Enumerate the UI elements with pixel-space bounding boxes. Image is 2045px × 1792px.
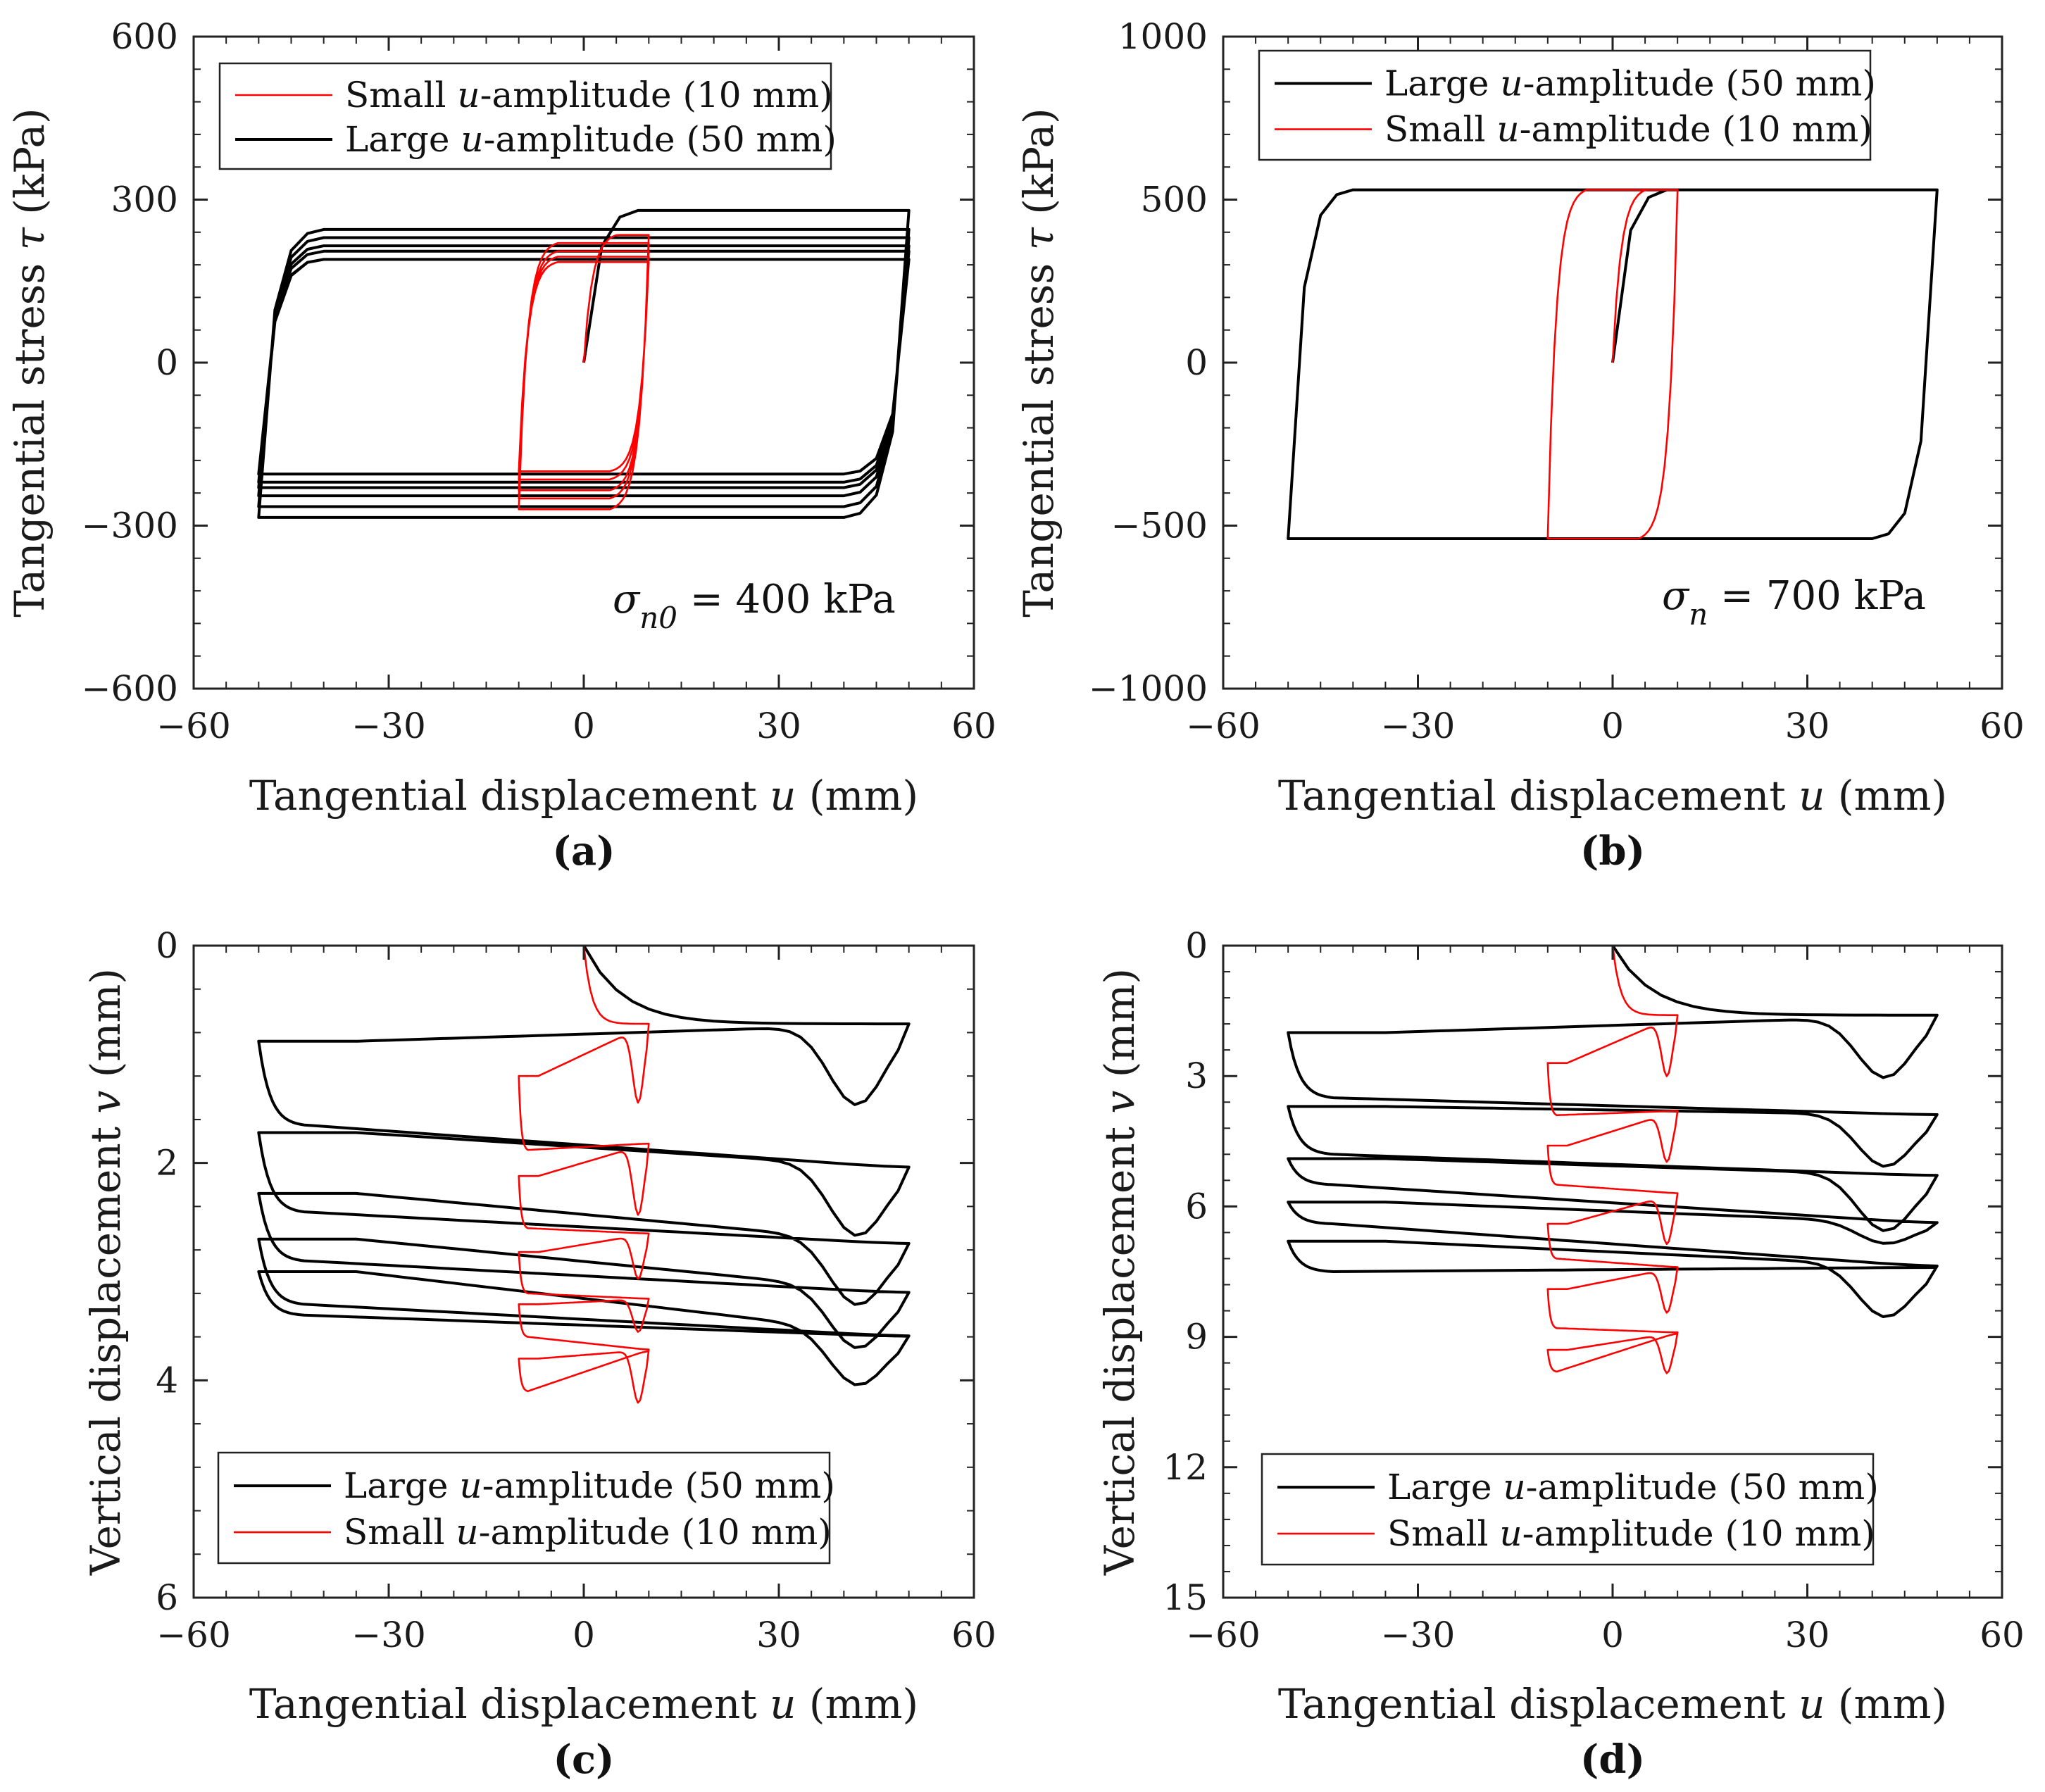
x-tick-label: −30 (1381, 706, 1456, 746)
y-tick-label: 0 (1185, 925, 1208, 966)
y-tick-label: 600 (111, 16, 178, 57)
x-tick-label: 60 (1980, 1615, 2025, 1655)
series-large-c (257, 946, 911, 1386)
y-tick-label: 6 (156, 1577, 178, 1618)
y-tick-label: 3 (1185, 1055, 1208, 1096)
y-axis-label: Tangential stress τ (kPa) (1015, 108, 1063, 617)
panel-c: −60 −30 0 30 60 0 2 4 6 Tangential displacement u… (82, 925, 996, 1783)
x-tick-label: −60 (1186, 1615, 1261, 1655)
series-large-a (257, 208, 911, 519)
series-small-c (518, 946, 650, 1404)
panel-label: (d) (1580, 1736, 1645, 1783)
y-tick-label: 15 (1163, 1577, 1208, 1618)
legend-entry-large: Large u-amplitude (50 mm) (1384, 63, 1876, 104)
legend-box (1261, 1453, 1875, 1566)
x-tick-label: 30 (756, 1615, 801, 1655)
plot-area-d (1287, 946, 1939, 1374)
y-tick-label: 300 (111, 180, 178, 220)
y-tick-label: −1000 (1089, 668, 1208, 709)
x-tick-label: −30 (351, 1615, 426, 1655)
y-tick-label: 12 (1163, 1447, 1208, 1488)
legend-b: Large u-amplitude (50 mm) Small u-amplitu… (1258, 49, 1876, 161)
panel-label: (a) (552, 828, 615, 875)
x-tick-label: −60 (156, 706, 231, 746)
legend-entry-small: Small u-amplitude (10 mm) (344, 1512, 832, 1553)
y-tick-label: −500 (1111, 506, 1208, 546)
x-tick-label: 0 (1601, 706, 1624, 746)
x-tick-label: −60 (1186, 706, 1261, 746)
x-axis-label: Tangential displacement u (mm) (249, 772, 918, 820)
x-axis-label: Tangential displacement u (mm) (1278, 1680, 1947, 1728)
panel-d: −60 −30 0 30 60 0 3 6 9 12 15 Tangential displaceme… (1096, 925, 2025, 1783)
series-small-a (518, 234, 650, 510)
y-axis-label: Vertical displacement v (mm) (1096, 968, 1144, 1576)
x-axis-label: Tangential displacement u (mm) (249, 1680, 918, 1728)
plot-area-b (1287, 188, 1939, 540)
x-tick-label: 0 (1601, 1615, 1624, 1655)
y-tick-label: 500 (1141, 180, 1208, 220)
x-tick-label: −60 (156, 1615, 231, 1655)
panel-label: (b) (1580, 828, 1645, 875)
panel-b: −60 −30 0 30 60 −1000 −500 0 500 1000 Tangential d… (1015, 16, 2025, 875)
x-tick-label: 30 (756, 706, 801, 746)
legend-entry-small: Small u-amplitude (10 mm) (1387, 1513, 1875, 1554)
x-tick-label: 60 (1980, 706, 2025, 746)
y-tick-label: 0 (156, 925, 178, 966)
x-axis-label: Tangential displacement u (mm) (1278, 772, 1947, 820)
series-small-b (1546, 189, 1679, 540)
legend-entry-large: Large u-amplitude (50 mm) (344, 1465, 835, 1506)
x-tick-label: −30 (1381, 1615, 1456, 1655)
legend-a: Small u-amplitude (10 mm)Large u-amplitu… (218, 62, 837, 170)
normal-stress-annotation: σn0 = 400 kPa (613, 577, 896, 635)
x-tick-label: 60 (951, 706, 996, 746)
series-large-d (1287, 946, 1939, 1318)
normal-stress-annotation: σn = 700 kPa (1662, 573, 1926, 632)
x-tick-label: 30 (1785, 706, 1830, 746)
y-tick-label: 4 (156, 1360, 178, 1401)
x-tick-label: −30 (351, 706, 426, 746)
y-tick-label: 0 (1185, 342, 1208, 383)
y-tick-label: 0 (156, 342, 178, 383)
y-axis-label: Vertical displacement v (mm) (82, 968, 130, 1576)
series-small-d (1546, 946, 1679, 1374)
plot-area-c (257, 946, 911, 1404)
series-large-b (1287, 188, 1939, 540)
legend-d: Large u-amplitude (50 mm) Small u-amplitu… (1261, 1453, 1879, 1566)
y-tick-label: −300 (82, 506, 178, 546)
y-tick-label: −600 (82, 668, 178, 709)
legend-entry-large: Large u-amplitude (50 mm) (345, 119, 837, 160)
x-tick-label: 0 (573, 706, 595, 746)
y-tick-label: 9 (1185, 1317, 1208, 1358)
plot-area-a (257, 208, 911, 519)
legend-entry-small: Small u-amplitude (10 mm) (345, 75, 833, 115)
x-tick-label: 30 (1785, 1615, 1830, 1655)
y-tick-label: 2 (156, 1143, 178, 1184)
y-tick-label: 1000 (1118, 16, 1208, 57)
panel-label: (c) (553, 1736, 614, 1783)
legend-box (218, 62, 832, 170)
legend-c: Large u-amplitude (50 mm) Small u-amplitu… (217, 1451, 835, 1565)
x-tick-label: 60 (951, 1615, 996, 1655)
legend-box (217, 1451, 831, 1565)
y-tick-label: 6 (1185, 1186, 1208, 1227)
x-tick-label: 0 (573, 1615, 595, 1655)
legend-entry-small: Small u-amplitude (10 mm) (1384, 109, 1872, 150)
legend-box (1258, 49, 1872, 161)
legend-entry-large: Large u-amplitude (50 mm) (1387, 1467, 1879, 1508)
y-axis-label: Tangential stress τ (kPa) (6, 108, 54, 617)
